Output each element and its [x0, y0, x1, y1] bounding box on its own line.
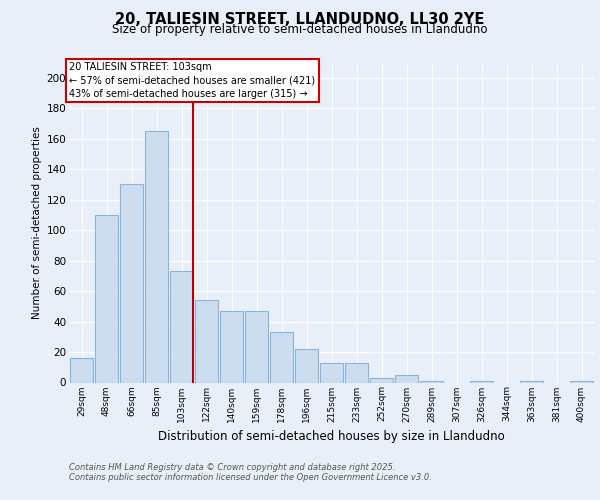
Bar — [170, 272, 193, 382]
Bar — [470, 381, 493, 382]
Bar — [295, 349, 318, 382]
Bar — [95, 215, 118, 382]
Bar — [345, 362, 368, 382]
Text: 20 TALIESIN STREET: 103sqm
← 57% of semi-detached houses are smaller (421)
43% o: 20 TALIESIN STREET: 103sqm ← 57% of semi… — [69, 62, 315, 99]
Text: 20, TALIESIN STREET, LLANDUDNO, LL30 2YE: 20, TALIESIN STREET, LLANDUDNO, LL30 2YE — [115, 12, 485, 28]
Text: Contains HM Land Registry data © Crown copyright and database right 2025.: Contains HM Land Registry data © Crown c… — [69, 464, 395, 472]
Bar — [370, 378, 393, 382]
Y-axis label: Number of semi-detached properties: Number of semi-detached properties — [32, 126, 43, 319]
Text: Size of property relative to semi-detached houses in Llandudno: Size of property relative to semi-detach… — [112, 24, 488, 36]
Bar — [245, 311, 268, 382]
Text: Contains public sector information licensed under the Open Government Licence v3: Contains public sector information licen… — [69, 474, 432, 482]
Bar — [220, 311, 243, 382]
Bar — [520, 381, 543, 382]
Bar — [145, 131, 168, 382]
Bar — [270, 332, 293, 382]
Bar — [195, 300, 218, 382]
X-axis label: Distribution of semi-detached houses by size in Llandudno: Distribution of semi-detached houses by … — [158, 430, 505, 443]
Bar — [570, 381, 593, 382]
Bar — [320, 362, 343, 382]
Bar — [420, 381, 443, 382]
Bar — [120, 184, 143, 382]
Bar — [395, 375, 418, 382]
Bar — [70, 358, 93, 382]
